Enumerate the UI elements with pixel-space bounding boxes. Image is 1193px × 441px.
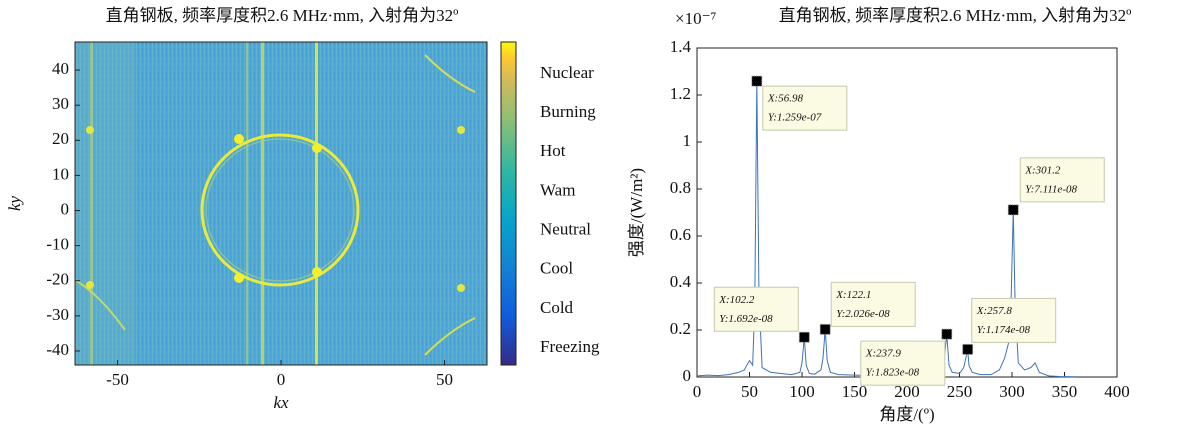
colorbar-label: Hot: [540, 141, 566, 160]
colorbar-label: Cool: [540, 259, 573, 278]
y-tick-label: 0: [683, 366, 692, 385]
datatip-marker: [798, 331, 810, 343]
datatip-box: [1019, 157, 1105, 203]
datatip-marker: [751, 75, 763, 87]
datatip-x-label: X:237.9: [865, 348, 902, 360]
datatip-box: [713, 286, 799, 332]
y-tick-label: 40: [52, 59, 69, 78]
datatip-y-label: Y:2.026e-08: [836, 308, 890, 320]
colorbar-label: Wam: [540, 180, 575, 199]
y-tick-label: 0.2: [670, 319, 691, 338]
y-tick-label: -30: [46, 305, 69, 324]
x-tick-label: -50: [106, 370, 129, 389]
x-tick-label: 0: [693, 382, 702, 401]
y-tick-label: 10: [52, 164, 69, 183]
y-tick-label: -10: [46, 235, 69, 254]
colorbar-label: Nuclear: [540, 63, 594, 82]
x-tick-label: 300: [999, 382, 1025, 401]
y-tick-label: 1: [683, 131, 692, 150]
datatip-y-label: Y:1.692e-08: [719, 313, 773, 325]
y-tick-label: 20: [52, 129, 69, 148]
x-tick-label: 0: [277, 370, 286, 389]
datatip-marker: [1007, 204, 1019, 216]
x-tick-label: 50: [741, 382, 758, 401]
chart-title: 直角钢板, 频率厚度积2.6 MHz·mm, 入射角为32º: [779, 6, 1132, 25]
y-tick-label: 0.8: [670, 178, 691, 197]
colorbar-label: Neutral: [540, 219, 591, 238]
colorbar-label: Freezing: [540, 337, 600, 356]
y-tick-label: 0: [61, 199, 70, 218]
colorbar: [500, 41, 517, 366]
x-axis-label: 角度/(º): [879, 405, 934, 424]
datatip-box: [860, 340, 946, 386]
x-tick-label: 350: [1052, 382, 1078, 401]
x-tick-label: 50: [436, 370, 453, 389]
datatip-y-label: Y:1.174e-08: [977, 324, 1031, 336]
x-axis-label: kx: [273, 393, 289, 412]
datatip-box: [762, 85, 848, 131]
datatip-y-label: Y:1.823e-08: [866, 367, 920, 379]
datatip-y-label: Y:1.259e-07: [768, 112, 822, 124]
datatip-x-label: X:257.8: [976, 305, 1013, 317]
y-axis-label: 强度/(W/m²): [627, 168, 646, 257]
chart-title: 直角钢板, 频率厚度积2.6 MHz·mm, 入射角为32º: [106, 6, 459, 25]
x-tick-label: 150: [842, 382, 868, 401]
x-tick-label: 250: [947, 382, 973, 401]
y-exponent-label: ×10⁻⁷: [675, 9, 717, 28]
y-tick-label: -20: [46, 270, 69, 289]
colorbar-label: Burning: [540, 102, 596, 121]
datatip-box: [971, 297, 1057, 343]
datatip-marker: [819, 323, 831, 335]
datatip-marker: [941, 328, 953, 340]
datatip-x-label: X:301.2: [1024, 164, 1061, 176]
datatip-marker: [962, 343, 974, 355]
y-tick-label: 1.4: [670, 37, 692, 56]
datatip-y-label: Y:7.111e-08: [1025, 183, 1077, 195]
colorbar-label: Cold: [540, 298, 574, 317]
x-tick-label: 200: [894, 382, 920, 401]
datatip-x-label: X:56.98: [767, 93, 804, 105]
y-tick-label: 30: [52, 94, 69, 113]
datatip-box: [830, 281, 916, 327]
y-tick-label: 0.6: [670, 225, 691, 244]
y-axis-label: ky: [5, 196, 24, 212]
heatmap-image: [75, 42, 487, 365]
x-tick-label: 100: [789, 382, 815, 401]
y-tick-label: -40: [46, 340, 69, 359]
y-tick-label: 0.4: [670, 272, 692, 291]
y-tick-label: 1.2: [670, 84, 691, 103]
x-tick-label: 400: [1104, 382, 1130, 401]
datatip-x-label: X:102.2: [718, 294, 755, 306]
datatip-x-label: X:122.1: [835, 289, 871, 301]
